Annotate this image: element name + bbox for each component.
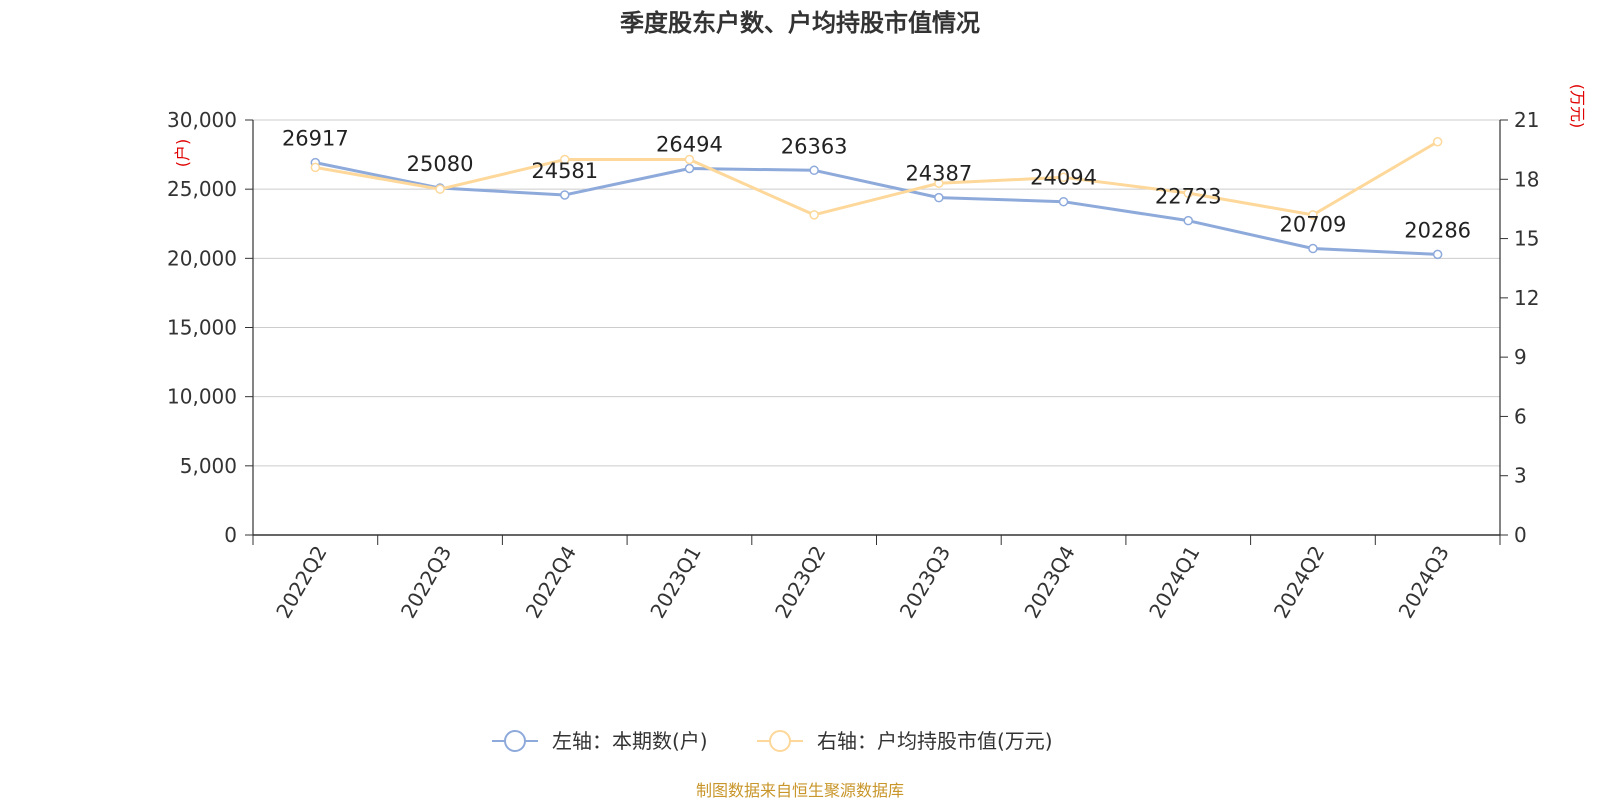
data-label: 26917 xyxy=(282,127,349,151)
x-tick-label: 2022Q2 xyxy=(271,542,331,623)
series-group xyxy=(310,136,1443,260)
legend-item-left[interactable]: 左轴：本期数(户) xyxy=(492,729,708,753)
x-tick-label: 2023Q2 xyxy=(770,542,830,623)
data-label: 20709 xyxy=(1280,213,1347,237)
series-line-left xyxy=(315,161,1438,256)
series-point-left[interactable] xyxy=(1058,196,1069,207)
series-point-right[interactable] xyxy=(934,178,944,188)
data-label: 20286 xyxy=(1404,218,1471,242)
data-label: 24387 xyxy=(905,162,972,186)
right-tick-label: 3 xyxy=(1514,464,1527,488)
x-tick-label: 2023Q1 xyxy=(645,542,705,623)
data-label: 25080 xyxy=(407,152,474,176)
right-axis-unit: (万元) xyxy=(1568,84,1587,129)
x-tick-label: 2024Q2 xyxy=(1269,542,1329,623)
chart-title: 季度股东户数、户均持股市值情况 xyxy=(620,9,980,37)
legend-item-right[interactable]: 右轴：户均持股市值(万元) xyxy=(757,729,1053,753)
left-tick-label: 5,000 xyxy=(180,454,237,478)
series-point-left[interactable] xyxy=(1432,249,1443,260)
left-tick-label: 25,000 xyxy=(167,177,237,201)
series-line-right xyxy=(315,140,1439,217)
series-point-right[interactable] xyxy=(560,154,570,165)
x-tick-label: 2022Q4 xyxy=(521,542,581,623)
x-tick-label: 2023Q3 xyxy=(895,542,955,623)
legend-marker-left xyxy=(504,730,526,752)
right-tick-label: 12 xyxy=(1514,286,1539,310)
series-point-right[interactable] xyxy=(435,184,445,194)
right-tick-label: 18 xyxy=(1514,167,1539,191)
series-point-left[interactable] xyxy=(809,165,819,176)
series-point-left[interactable] xyxy=(1308,243,1318,254)
x-tick-label: 2024Q3 xyxy=(1394,542,1454,623)
series-point-right[interactable] xyxy=(1308,210,1318,220)
right-tick-label: 0 xyxy=(1514,523,1527,547)
series-point-right[interactable] xyxy=(1432,136,1443,147)
legend-marker-right xyxy=(769,730,791,752)
right-tick-label: 15 xyxy=(1514,227,1539,251)
legend-label-left: 左轴：本期数(户) xyxy=(552,729,708,753)
left-tick-label: 30,000 xyxy=(167,108,237,132)
data-labels: 26917 25080 24581 26494 26363 24387 24094 22723… xyxy=(282,127,1471,243)
data-label: 26494 xyxy=(656,132,723,156)
left-axis-unit: (户) xyxy=(173,139,192,168)
series-point-right[interactable] xyxy=(310,162,321,173)
legend-label-right: 右轴：户均持股市值(万元) xyxy=(817,729,1053,753)
series-point-left[interactable] xyxy=(560,190,570,200)
series-point-right[interactable] xyxy=(1058,172,1069,183)
series-point-right[interactable] xyxy=(1183,188,1193,198)
left-tick-label: 10,000 xyxy=(167,385,237,409)
left-tick-label: 0 xyxy=(224,523,237,547)
right-tick-label: 6 xyxy=(1514,404,1527,428)
series-point-left[interactable] xyxy=(1183,215,1193,226)
series-point-right[interactable] xyxy=(809,210,819,220)
data-label: 22723 xyxy=(1155,185,1222,209)
series-point-left[interactable] xyxy=(684,163,695,174)
right-tick-label: 9 xyxy=(1514,345,1527,369)
left-tick-label: 20,000 xyxy=(167,246,237,270)
x-tick-label: 2023Q4 xyxy=(1019,542,1079,623)
source-note: 制图数据来自恒生聚源数据库 xyxy=(696,781,904,800)
x-tick-label: 2022Q3 xyxy=(396,542,456,623)
x-tick-label: 2024Q1 xyxy=(1144,542,1204,623)
right-tick-label: 21 xyxy=(1514,108,1539,132)
left-tick-label: 15,000 xyxy=(167,316,237,340)
legend[interactable]: 左轴：本期数(户) 右轴：户均持股市值(万元) xyxy=(492,729,1053,753)
data-label: 24581 xyxy=(531,159,598,183)
data-label: 26363 xyxy=(781,134,848,158)
data-label: 24094 xyxy=(1030,166,1097,190)
series-point-right[interactable] xyxy=(684,154,695,165)
series-point-left[interactable] xyxy=(934,192,944,203)
axes: 0 5,000 10,000 15,000 20,000 25,000 30,000 0 3 6 9… xyxy=(167,108,1539,622)
